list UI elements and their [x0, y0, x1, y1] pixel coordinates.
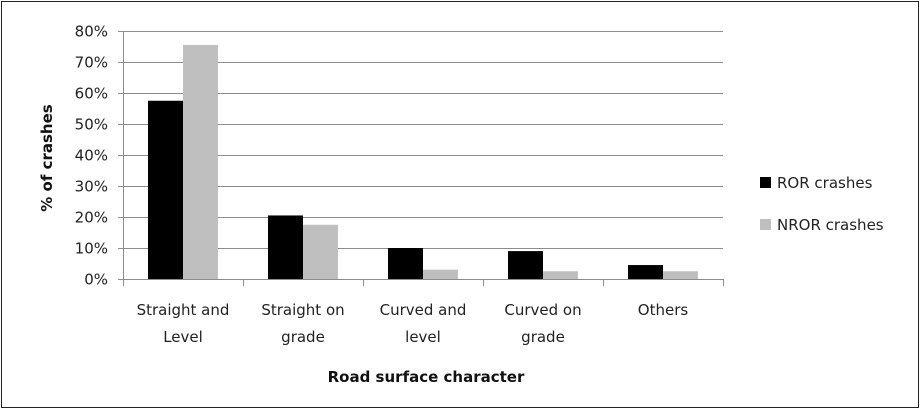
bar-nror: [303, 224, 338, 279]
x-category-label: Curved on: [504, 301, 581, 319]
x-category-label: grade: [281, 328, 325, 346]
bar-ror: [148, 100, 183, 279]
legend: ROR crashes NROR crashes: [760, 174, 884, 234]
y-tick-label: 10%: [75, 240, 108, 258]
x-axis-title: Road surface character: [328, 368, 525, 386]
x-category-label: Straight on: [261, 301, 344, 319]
x-axis-categories: Straight and Level Straight on grade Curved …: [137, 301, 689, 346]
y-tick-label: 30%: [75, 178, 108, 196]
bar-nror: [183, 44, 218, 280]
x-category-label: Curved and: [380, 301, 467, 319]
legend-swatch: [760, 177, 771, 188]
y-tick-label: 20%: [75, 209, 108, 227]
x-axis: [123, 279, 724, 286]
y-tick-label: 0%: [84, 271, 108, 289]
bar-nror: [663, 271, 698, 279]
x-category-label: Others: [638, 301, 689, 319]
bar-ror: [628, 265, 663, 279]
x-category-label: Straight and: [137, 301, 230, 319]
bar-nror: [423, 269, 458, 279]
y-tick-label: 80%: [75, 23, 108, 41]
x-category-label: Level: [163, 328, 203, 346]
y-tick-label: 60%: [75, 85, 108, 103]
bar-ror: [388, 248, 423, 279]
bar-ror: [268, 215, 303, 279]
legend-label: NROR crashes: [777, 216, 884, 234]
y-axis-title: % of crashes: [38, 104, 56, 211]
x-category-label: grade: [521, 328, 565, 346]
legend-label: ROR crashes: [777, 174, 873, 192]
bars: [148, 44, 698, 280]
bar-nror: [543, 271, 578, 279]
legend-swatch: [760, 219, 771, 230]
y-tick-label: 70%: [75, 54, 108, 72]
y-axis-ticks: 0% 10% 20% 30% 40% 50% 60% 70% 80%: [75, 23, 124, 289]
x-category-label: level: [405, 328, 441, 346]
bar-ror: [508, 251, 543, 279]
y-tick-label: 40%: [75, 147, 108, 165]
y-tick-label: 50%: [75, 116, 108, 134]
